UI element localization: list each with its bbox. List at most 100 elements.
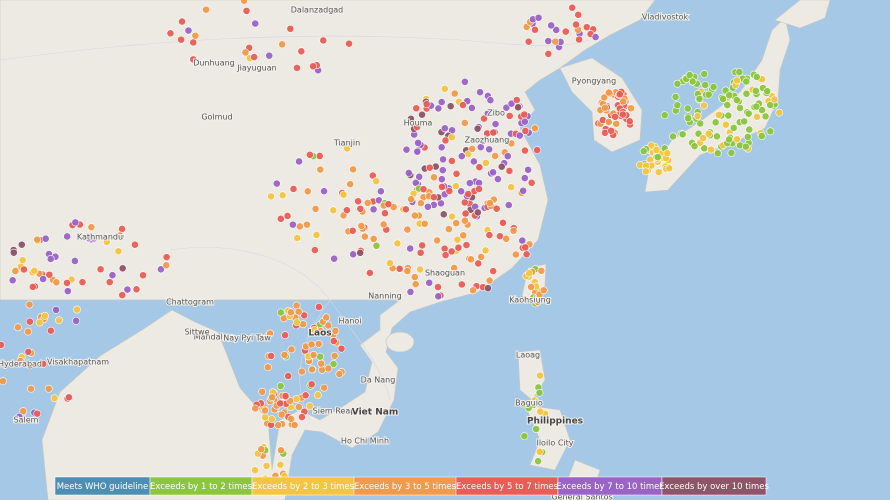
place-label: Zaozhuang bbox=[465, 136, 510, 145]
station-marker bbox=[63, 279, 71, 287]
station-marker bbox=[446, 102, 455, 111]
station-marker bbox=[459, 101, 467, 109]
stations bbox=[0, 0, 784, 497]
station-marker bbox=[280, 350, 289, 359]
station-marker bbox=[604, 88, 613, 97]
station-marker bbox=[723, 101, 732, 109]
station-marker bbox=[284, 372, 293, 380]
station-marker bbox=[766, 127, 775, 136]
station-marker bbox=[73, 305, 81, 314]
station-marker bbox=[166, 29, 175, 38]
station-marker bbox=[24, 327, 33, 336]
station-marker bbox=[725, 135, 733, 144]
station-marker bbox=[711, 118, 720, 127]
station-marker bbox=[28, 282, 37, 291]
station-marker bbox=[395, 264, 404, 273]
station-marker bbox=[24, 347, 33, 356]
station-marker bbox=[484, 284, 492, 293]
station-marker bbox=[298, 413, 306, 421]
place-label: Tianjin bbox=[333, 139, 360, 148]
station-marker bbox=[751, 86, 760, 95]
station-marker bbox=[276, 460, 285, 469]
station-marker bbox=[250, 53, 259, 61]
station-marker bbox=[447, 247, 456, 256]
station-marker bbox=[447, 133, 456, 142]
station-marker bbox=[45, 270, 54, 279]
station-marker bbox=[0, 377, 7, 386]
station-marker bbox=[303, 187, 312, 196]
station-marker bbox=[33, 235, 42, 244]
station-marker bbox=[406, 288, 415, 296]
station-marker bbox=[17, 240, 26, 249]
station-marker bbox=[766, 101, 775, 109]
station-marker bbox=[25, 300, 34, 309]
station-marker bbox=[520, 432, 529, 441]
station-marker bbox=[324, 321, 333, 330]
station-marker bbox=[52, 278, 61, 287]
station-marker bbox=[257, 445, 266, 454]
station-marker bbox=[481, 246, 490, 255]
station-marker bbox=[276, 399, 285, 408]
station-marker bbox=[522, 250, 531, 259]
station-marker bbox=[272, 179, 281, 188]
station-marker bbox=[276, 382, 285, 390]
station-marker bbox=[713, 132, 721, 141]
station-marker bbox=[25, 361, 34, 370]
place-label: Hanoi bbox=[338, 317, 361, 326]
station-marker bbox=[11, 267, 20, 275]
station-marker bbox=[752, 102, 761, 111]
station-marker bbox=[695, 94, 704, 103]
station-marker bbox=[293, 234, 302, 242]
station-marker bbox=[300, 311, 309, 320]
station-marker bbox=[184, 26, 193, 35]
station-marker bbox=[422, 100, 431, 109]
station-marker bbox=[524, 37, 533, 46]
station-marker bbox=[256, 333, 265, 342]
station-marker bbox=[444, 225, 453, 234]
station-marker bbox=[744, 109, 753, 118]
station-marker bbox=[267, 415, 276, 424]
station-marker bbox=[307, 380, 316, 389]
station-marker bbox=[439, 210, 448, 219]
station-marker bbox=[535, 447, 544, 456]
legend-label: Exceeds by 2 to 3 times bbox=[252, 482, 355, 492]
station-marker bbox=[736, 104, 744, 112]
station-marker bbox=[481, 158, 490, 167]
station-marker bbox=[732, 96, 741, 104]
station-marker bbox=[489, 128, 498, 137]
station-marker bbox=[267, 192, 275, 201]
station-marker bbox=[536, 371, 544, 380]
place-label: Ho Chi Minh bbox=[341, 437, 389, 446]
station-marker bbox=[441, 136, 450, 145]
place-label: Houma bbox=[404, 119, 433, 128]
station-marker bbox=[292, 395, 301, 403]
station-marker bbox=[402, 145, 411, 154]
station-marker bbox=[486, 96, 495, 105]
station-marker bbox=[551, 37, 560, 46]
station-marker bbox=[72, 316, 81, 325]
station-marker bbox=[162, 261, 171, 270]
station-marker bbox=[434, 292, 443, 301]
station-marker bbox=[544, 49, 553, 58]
station-marker bbox=[286, 308, 295, 317]
station-marker bbox=[418, 110, 426, 119]
station-marker bbox=[96, 265, 105, 274]
station-marker bbox=[625, 117, 634, 126]
station-marker bbox=[329, 337, 338, 345]
station-marker bbox=[440, 244, 449, 253]
station-marker bbox=[499, 218, 507, 227]
station-marker bbox=[346, 180, 355, 189]
station-marker bbox=[684, 114, 693, 123]
legend-label: Exceeds by over 10 times bbox=[659, 482, 769, 492]
station-marker bbox=[281, 331, 290, 340]
station-marker bbox=[758, 106, 766, 114]
station-marker bbox=[105, 278, 114, 287]
station-marker bbox=[424, 202, 432, 211]
legend-label: Exceeds by 3 to 5 times bbox=[354, 482, 457, 492]
station-marker bbox=[15, 412, 24, 421]
station-marker bbox=[494, 175, 502, 183]
station-marker bbox=[647, 141, 656, 150]
place-label: Pyongyang bbox=[572, 77, 616, 86]
